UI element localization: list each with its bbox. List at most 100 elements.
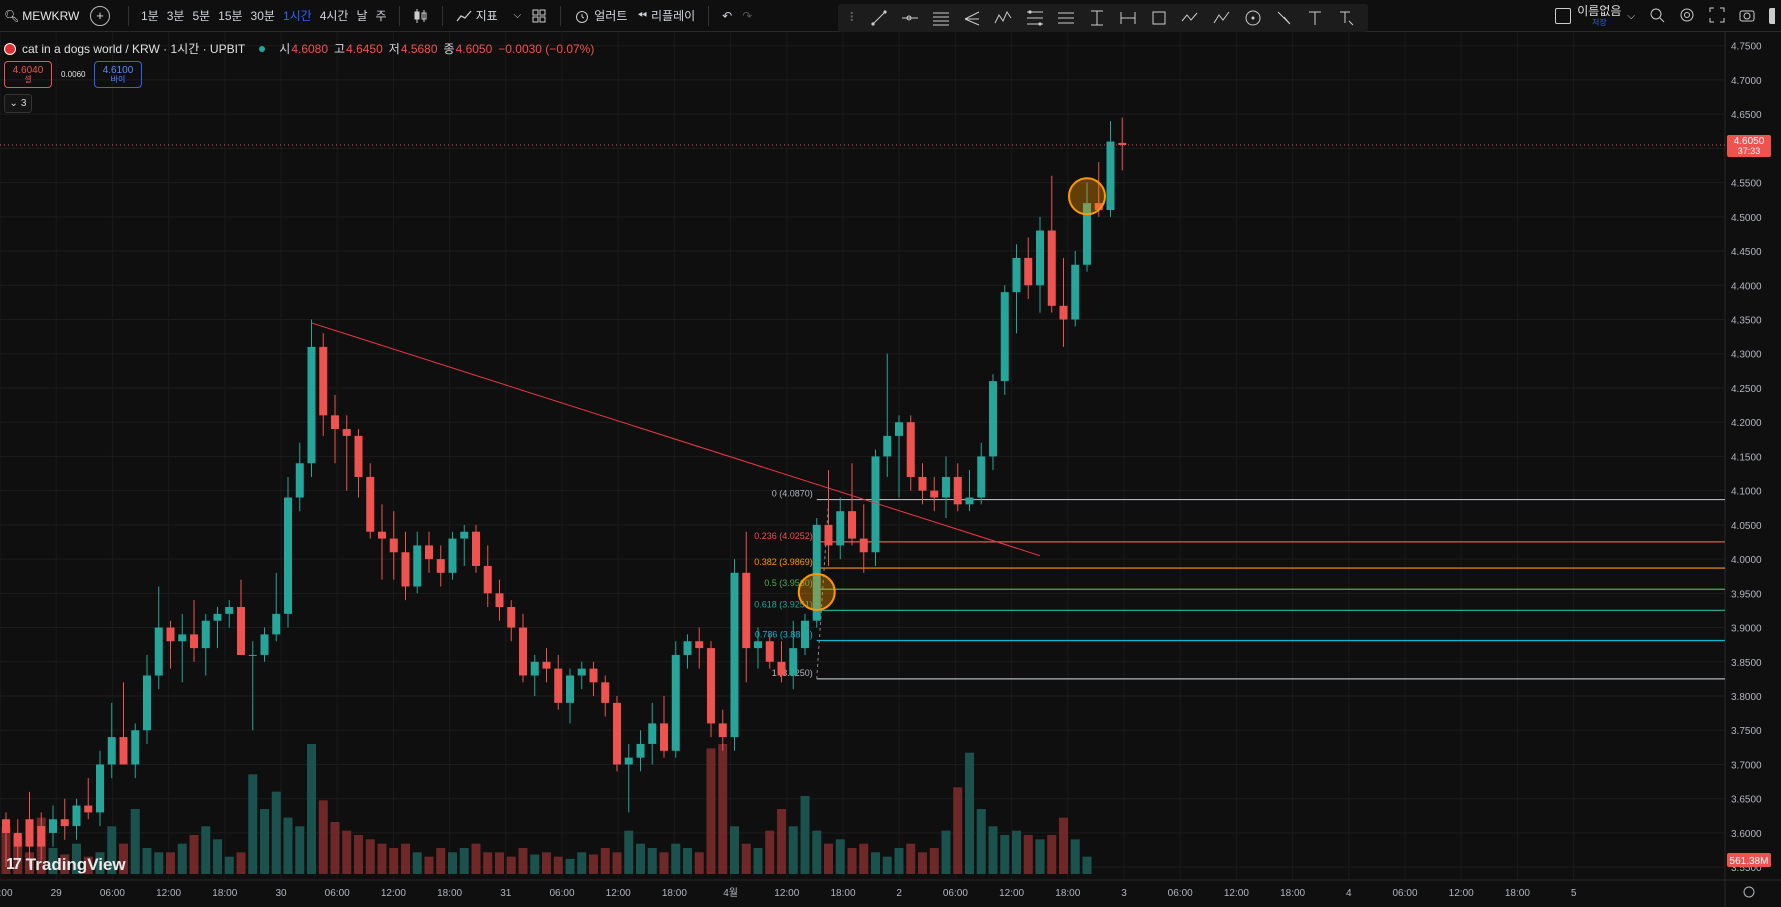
candle-body[interactable] [342,429,351,436]
tradingview-logo[interactable]: 17 TradingView [6,855,126,875]
replay-button[interactable]: ⏪︎ 리플레이 [632,7,700,24]
candle-body[interactable] [554,668,563,703]
rectangle-icon[interactable] [1149,8,1169,28]
candle-body[interactable] [530,661,539,676]
candle-body[interactable] [2,819,10,833]
elliott-wave-icon[interactable] [993,8,1013,28]
candle-body[interactable] [260,634,269,655]
candle-body[interactable] [1071,264,1080,320]
candle-body[interactable] [660,723,668,751]
candle-body[interactable] [977,456,986,498]
candle-body[interactable] [624,757,633,765]
candle-body[interactable] [730,572,739,738]
highlight-circle[interactable] [1068,177,1106,216]
price-chart[interactable]: 4.75004.70004.65004.60004.55004.50004.45… [0,32,1781,907]
candle-body[interactable] [871,456,880,553]
candle-body[interactable] [331,415,339,430]
candle-body[interactable] [366,476,375,532]
path-icon[interactable] [1180,8,1200,28]
candle-body[interactable] [519,627,527,676]
text-icon[interactable] [1305,8,1325,28]
interval-3[interactable]: 15분 [218,9,243,23]
candle-body[interactable] [683,641,692,655]
candle-body[interactable] [895,422,903,436]
horizontal-ray-icon[interactable] [900,8,920,28]
interval-2[interactable]: 5분 [192,9,211,23]
candle-body[interactable] [742,572,751,649]
parallel-channel-icon[interactable] [931,8,951,28]
candle-body[interactable] [1083,203,1091,265]
candle-body[interactable] [1012,257,1021,293]
candle-body[interactable] [72,805,81,827]
candle-body[interactable] [60,819,69,827]
price-range-icon[interactable] [1087,8,1107,28]
chevron-down-icon[interactable]: ⌵ [513,10,522,21]
candle-body[interactable] [707,648,715,724]
candle-body[interactable] [307,346,316,464]
layout-templates-button[interactable] [526,8,552,24]
candle-body[interactable] [225,607,234,614]
candle-body[interactable] [37,826,46,847]
candle-body[interactable] [754,641,762,649]
trend-line-icon[interactable] [869,8,889,28]
trend-line[interactable] [311,322,1041,557]
candle-body[interactable] [601,682,610,703]
candle-body[interactable] [1047,230,1056,306]
symbol-title[interactable]: cat in a dogs world / KRW · 1시간 · UPBIT [22,42,246,56]
candle-body[interactable] [801,620,809,649]
buy-button[interactable]: 4.6100 바이 [94,61,142,88]
publish-icon[interactable] [1769,8,1775,24]
candle-body[interactable] [319,346,328,416]
candle-body[interactable] [237,607,245,655]
candle-body[interactable] [848,511,856,539]
camera-icon[interactable] [1739,7,1755,26]
candle-body[interactable] [495,593,504,608]
candle-body[interactable] [1094,203,1103,210]
candle-body[interactable] [1000,292,1009,382]
candle-body[interactable] [378,531,386,539]
candle-body[interactable] [566,675,574,703]
candle-body[interactable] [859,538,868,553]
candle-body[interactable] [84,805,93,813]
axis-settings-icon[interactable] [1743,886,1755,898]
drag-handle-icon[interactable]: ⠇ [848,10,859,25]
settings-gear-icon[interactable] [1679,7,1695,26]
candle-body[interactable] [401,552,410,587]
fib-retracement-icon[interactable] [1025,8,1045,28]
fib-channel-icon[interactable] [1056,8,1076,28]
candle-body[interactable] [824,524,833,546]
candle-body[interactable] [1024,257,1033,286]
date-range-icon[interactable] [1118,8,1138,28]
indicators-button[interactable]: 지표 ⌵ [451,7,527,24]
candle-body[interactable] [918,476,927,491]
alert-button[interactable]: 얼러트 [569,7,632,24]
symbol-search[interactable]: 🔍︎ MEWKRW [0,0,90,32]
candle-body[interactable] [1036,230,1044,286]
candle-body[interactable] [942,476,950,498]
candle-body[interactable] [178,634,187,642]
undo-button[interactable]: ↶ [717,9,737,23]
interval-0[interactable]: 1분 [141,9,159,23]
compare-symbol-button[interactable]: + [90,5,110,26]
candle-body[interactable] [272,613,281,635]
candle-body[interactable] [389,538,398,553]
interval-5[interactable]: 1시간 [282,9,312,23]
candle-body[interactable] [965,497,974,505]
candle-body[interactable] [883,435,892,457]
fullscreen-icon[interactable] [1709,7,1725,26]
interval-4[interactable]: 30분 [250,9,275,23]
candle-body[interactable] [96,764,104,813]
chart-type-button[interactable] [408,8,434,24]
candle-body[interactable] [812,524,821,621]
candle-body[interactable] [213,613,222,621]
candle-body[interactable] [107,737,116,765]
candle-body[interactable] [413,545,422,587]
candle-body[interactable] [507,607,516,628]
interval-8[interactable]: 주 [375,9,387,23]
candle-body[interactable] [636,743,645,758]
candle-body[interactable] [1106,141,1115,210]
pitchfork-icon[interactable] [962,8,982,28]
candle-body[interactable] [989,381,997,457]
candle-body[interactable] [671,654,680,751]
layout-name-button[interactable]: 이름없음 저장 ⌵ [1555,5,1635,27]
